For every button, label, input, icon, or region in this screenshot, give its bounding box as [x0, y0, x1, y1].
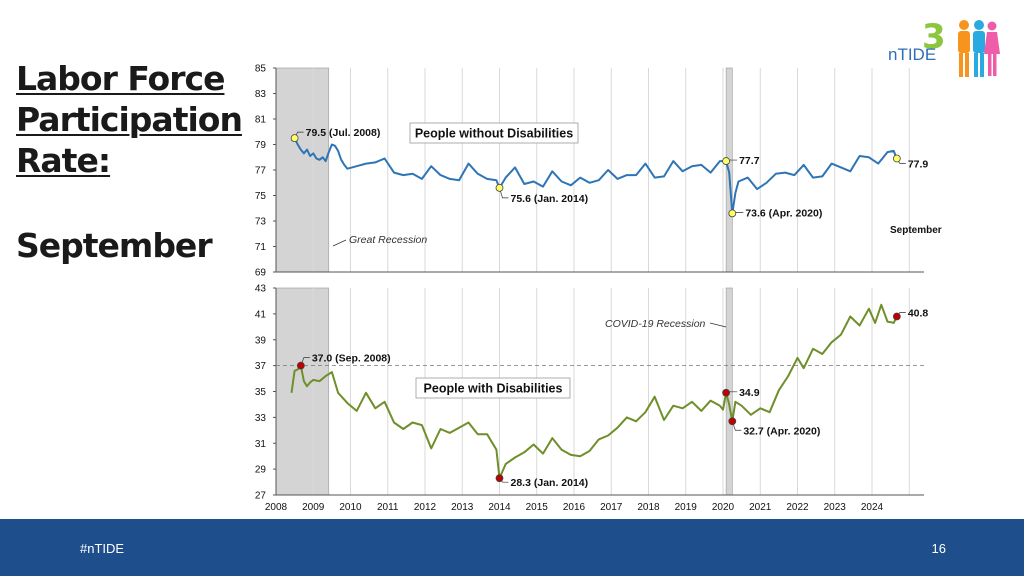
annotation-label-with-4: 40.8	[908, 307, 929, 319]
recession-shade-with-0	[275, 287, 330, 496]
y-tick-label-without-77: 77	[255, 166, 267, 177]
annotation-label-with-3: 32.7 (Apr. 2020)	[743, 425, 820, 437]
series-title-with: People with Disabilities	[424, 382, 563, 396]
logo-people-icon: 3	[922, 17, 1000, 77]
logo-text: nTIDE	[888, 45, 937, 64]
annotation-label-with-2: 34.9	[739, 387, 760, 399]
x-tick-label-2008: 2008	[265, 502, 288, 513]
annotation-marker-without-0	[290, 134, 299, 143]
y-tick-label-with-37: 37	[255, 361, 267, 372]
annotation-marker-with-4	[892, 312, 901, 321]
annotation-label-with-0: 37.0 (Sep. 2008)	[312, 353, 391, 365]
y-tick-label-with-41: 41	[255, 309, 267, 320]
x-tick-label-2013: 2013	[451, 502, 474, 513]
annotation-marker-with-0	[296, 361, 305, 370]
slide-title: Labor Force Participation Rate:	[16, 58, 251, 181]
series-title-without: People without Disabilities	[415, 127, 573, 141]
x-tick-label-2016: 2016	[563, 502, 586, 513]
page-number: 16	[931, 541, 946, 556]
y-tick-label-without-81: 81	[255, 115, 267, 126]
footer-hashtag: #nTIDE	[80, 541, 125, 556]
ntide-logo: 3 nTIDE	[884, 14, 1004, 84]
recession-shade-without-0	[275, 67, 330, 273]
annotation-marker-without-2	[722, 157, 731, 165]
x-tick-label-2021: 2021	[749, 502, 772, 513]
annotation-marker-without-1	[495, 183, 504, 192]
series-line-without	[290, 137, 898, 215]
x-tick-label-2015: 2015	[526, 502, 549, 513]
y-tick-label-without-83: 83	[255, 89, 267, 100]
y-tick-label-with-31: 31	[255, 439, 267, 450]
annotation-marker-with-3	[728, 417, 737, 426]
annotation-marker-with-2	[722, 388, 731, 397]
annotation-marker-without-3	[728, 209, 737, 218]
title-line-3: Rate:	[16, 140, 251, 181]
annotation-label-without-4: 77.9	[908, 159, 929, 171]
title-line-2: Participation	[16, 100, 243, 139]
title-colon: :	[97, 141, 111, 180]
footer-bar: #nTIDE 16	[0, 519, 1024, 576]
title-line-3-text: Rate	[16, 141, 99, 180]
series-line-with	[290, 303, 898, 480]
y-tick-label-without-75: 75	[255, 191, 267, 202]
great-recession-leader	[332, 239, 347, 247]
x-tick-label-2023: 2023	[824, 502, 847, 513]
y-tick-label-without-85: 85	[255, 64, 267, 75]
y-tick-label-without-79: 79	[255, 140, 267, 151]
y-tick-label-with-29: 29	[255, 465, 267, 476]
x-tick-label-2010: 2010	[339, 502, 362, 513]
x-tick-label-2019: 2019	[675, 502, 698, 513]
x-tick-label-2018: 2018	[637, 502, 660, 513]
y-tick-label-with-43: 43	[255, 284, 267, 295]
title-line-1: Labor Force	[16, 59, 225, 98]
x-tick-label-2012: 2012	[414, 502, 437, 513]
annotation-label-without-2: 77.7	[739, 155, 760, 167]
covid-recession-leader	[709, 322, 727, 328]
annotation-label-without-0: 79.5 (Jul. 2008)	[306, 127, 381, 139]
series-title-box-without	[409, 122, 579, 144]
y-tick-label-without-71: 71	[255, 242, 267, 253]
great-recession-label: Great Recession	[349, 234, 427, 246]
annotation-marker-with-1	[495, 474, 504, 483]
y-tick-label-with-35: 35	[255, 387, 267, 398]
covid-recession-label: COVID-19 Recession	[605, 318, 706, 330]
x-tick-label-2011: 2011	[377, 502, 399, 513]
y-tick-label-with-27: 27	[255, 491, 267, 502]
x-tick-label-2009: 2009	[302, 502, 325, 513]
september-label: September	[890, 225, 942, 236]
x-tick-label-2020: 2020	[712, 502, 735, 513]
annotation-label-without-3: 73.6 (Apr. 2020)	[745, 207, 822, 219]
logo-digit: 3	[922, 17, 946, 57]
y-tick-label-without-69: 69	[255, 268, 267, 279]
annotation-label-with-1: 28.3 (Jan. 2014)	[511, 477, 589, 489]
y-tick-label-with-33: 33	[255, 413, 267, 424]
x-tick-label-2022: 2022	[786, 502, 809, 513]
y-tick-label-with-39: 39	[255, 335, 267, 346]
x-tick-label-2017: 2017	[600, 502, 623, 513]
lfpr-chart: 69 71 73 75 77 79 81 83 85 People without Disabil…	[255, 64, 942, 514]
x-tick-label-2014: 2014	[488, 502, 511, 513]
annotation-marker-without-4	[892, 154, 901, 163]
slide-subtitle: September	[16, 226, 213, 265]
y-tick-label-without-73: 73	[255, 217, 267, 228]
annotation-label-without-1: 75.6 (Jan. 2014)	[511, 193, 589, 205]
series-title-box-with	[415, 377, 571, 399]
x-tick-label-2024: 2024	[861, 502, 884, 513]
